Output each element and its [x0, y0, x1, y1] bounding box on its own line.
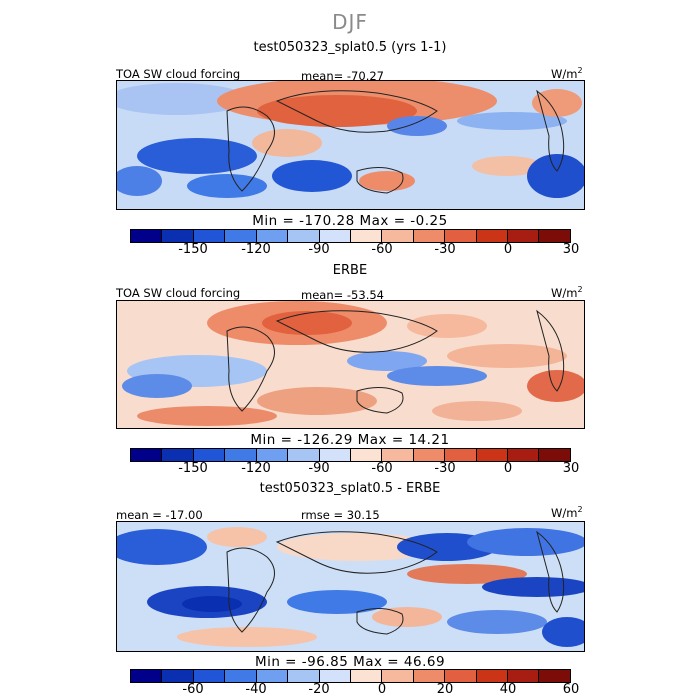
colorbar-tick-label: -120: [241, 242, 271, 257]
colorbar-tick-label: 20: [436, 682, 454, 697]
colorbar-swatch: [256, 670, 289, 682]
panel-2-minmax: Min = -126.29 Max = 14.21: [250, 432, 450, 448]
colorbar-swatch: [350, 449, 383, 461]
colorbar-swatch: [162, 670, 194, 682]
colorbar-tick-label: -60: [182, 682, 204, 697]
colorbar-swatch: [445, 449, 477, 461]
panel-1-minmax: Min = -170.28 Max = -0.25: [252, 213, 448, 229]
colorbar-swatch: [350, 230, 383, 242]
colorbar-tick-label: -60: [371, 242, 393, 257]
season-title: DJF: [332, 10, 368, 34]
panel-3-map-field: [117, 522, 584, 651]
colorbar-tick-label: -90: [308, 242, 330, 257]
panel-1-title: test050323_splat0.5 (yrs 1-1): [253, 40, 447, 55]
colorbar-swatch: [319, 449, 351, 461]
panel-3-units: W/m2: [551, 505, 583, 520]
colorbar-swatch: [476, 449, 509, 461]
panel-3-minmax: Min = -96.85 Max = 46.69: [254, 654, 446, 670]
colorbar-swatch: [539, 230, 570, 242]
colorbar-swatch: [193, 449, 226, 461]
colorbar-swatch: [382, 230, 414, 242]
colorbar-tick-label: -90: [308, 461, 330, 476]
colorbar-tick-label: 60: [562, 682, 580, 697]
colorbar-swatch: [445, 670, 477, 682]
colorbar-tick-label: 0: [503, 461, 513, 476]
colorbar-tick-label: -150: [178, 242, 208, 257]
panel-3-title: test050323_splat0.5 - ERBE: [259, 481, 441, 496]
colorbar-swatch: [319, 230, 351, 242]
panel-2-map: [116, 300, 585, 429]
colorbar-tick-label: -150: [178, 461, 208, 476]
colorbar-tick-label: 30: [562, 461, 580, 476]
colorbar-swatch: [193, 230, 226, 242]
panel-2-colorbar-ticks: -150 -120 -90 -60 -30 0 30: [0, 461, 700, 477]
colorbar-swatch: [319, 670, 351, 682]
panel-1-map: [116, 80, 585, 210]
colorbar-tick-label: -60: [371, 461, 393, 476]
colorbar-swatch: [413, 230, 446, 242]
colorbar-tick-label: 0: [377, 682, 387, 697]
colorbar-tick-label: -120: [241, 461, 271, 476]
colorbar-swatch: [508, 230, 540, 242]
panel-1-field-label: TOA SW cloud forcing: [116, 67, 241, 81]
colorbar-swatch: [193, 670, 226, 682]
panel-1-map-field: [117, 81, 584, 209]
colorbar-tick-label: -30: [434, 461, 456, 476]
colorbar-tick-label: 30: [562, 242, 580, 257]
colorbar-swatch: [288, 670, 320, 682]
panel-1-colorbar-ticks: -150 -120 -90 -60 -30 0 30: [0, 242, 700, 258]
colorbar-swatch: [225, 670, 257, 682]
colorbar-tick-label: -40: [245, 682, 267, 697]
colorbar-swatch: [382, 449, 414, 461]
panel-2-title: ERBE: [332, 263, 368, 278]
panel-1-colorbar: [130, 229, 571, 243]
panel-2-mean: mean= -53.54: [301, 288, 384, 302]
panel-3-rmse: rmse = 30.15: [301, 508, 380, 522]
colorbar-swatch: [131, 449, 163, 461]
colorbar-swatch: [508, 449, 540, 461]
colorbar-swatch: [162, 449, 194, 461]
panel-2-colorbar: [130, 448, 571, 462]
panel-3-mean: mean = -17.00: [116, 508, 203, 522]
colorbar-swatch: [225, 449, 257, 461]
panel-3-colorbar-ticks: -60 -40 -20 0 20 40 60: [0, 682, 700, 698]
colorbar-swatch: [508, 670, 540, 682]
colorbar-tick-label: -20: [308, 682, 330, 697]
colorbar-swatch: [413, 449, 446, 461]
colorbar-swatch: [288, 230, 320, 242]
panel-1-mean: mean= -70.27: [301, 69, 384, 83]
colorbar-swatch: [382, 670, 414, 682]
colorbar-swatch: [162, 230, 194, 242]
panel-2-map-field: [117, 301, 584, 428]
colorbar-swatch: [131, 670, 163, 682]
colorbar-swatch: [476, 230, 509, 242]
colorbar-swatch: [350, 670, 383, 682]
panel-3-map: [116, 521, 585, 652]
colorbar-swatch: [539, 449, 570, 461]
colorbar-swatch: [476, 670, 509, 682]
colorbar-swatch: [288, 449, 320, 461]
colorbar-tick-label: 0: [503, 242, 513, 257]
colorbar-swatch: [131, 230, 163, 242]
panel-2-field-label: TOA SW cloud forcing: [116, 286, 241, 300]
panel-1-units: W/m2: [551, 66, 583, 81]
colorbar-swatch: [413, 670, 446, 682]
colorbar-tick-label: 40: [499, 682, 517, 697]
panel-2-units: W/m2: [551, 285, 583, 300]
colorbar-swatch: [225, 230, 257, 242]
colorbar-swatch: [445, 230, 477, 242]
colorbar-swatch: [256, 230, 289, 242]
colorbar-swatch: [539, 670, 570, 682]
colorbar-tick-label: -30: [434, 242, 456, 257]
colorbar-swatch: [256, 449, 289, 461]
panel-3-colorbar: [130, 669, 571, 683]
